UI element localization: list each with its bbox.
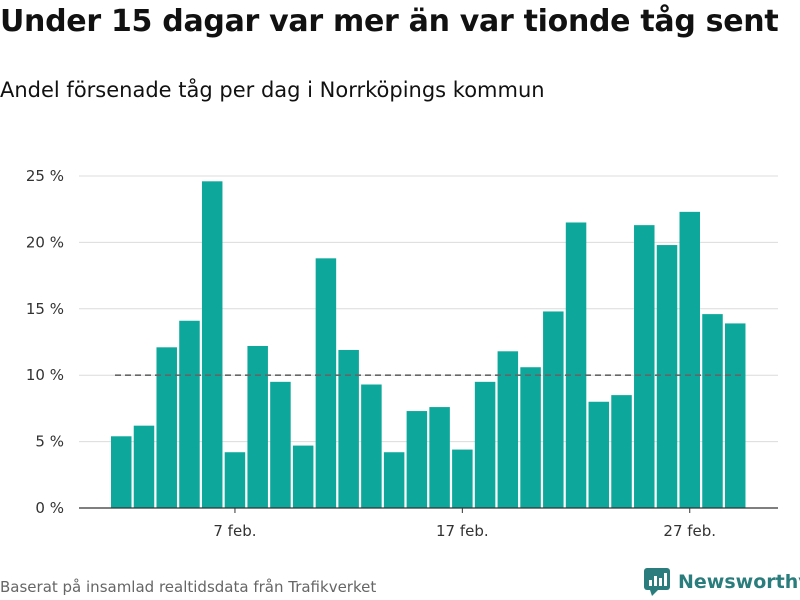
x-tick-label: 7 feb. (213, 522, 256, 540)
x-tick-label: 27 feb. (663, 522, 716, 540)
x-axis-ticks: 7 feb. 17 feb. 27 feb. (213, 508, 716, 540)
bar (634, 225, 655, 509)
bar (383, 452, 405, 508)
bar (474, 381, 496, 508)
bar (111, 436, 132, 508)
y-tick-label: 5 % (35, 433, 64, 451)
bar (588, 401, 610, 508)
bar (292, 445, 314, 508)
y-tick-label: 25 % (26, 167, 64, 185)
bar (497, 351, 519, 508)
bars (111, 181, 746, 509)
bar (429, 407, 450, 508)
bar (201, 181, 223, 508)
bar (702, 314, 723, 508)
bar (543, 311, 564, 508)
bar (156, 347, 177, 508)
bar (133, 425, 155, 508)
bar (520, 367, 541, 508)
bar (361, 384, 382, 508)
bar (565, 222, 587, 508)
bar (315, 258, 337, 508)
bar (270, 381, 291, 508)
bar (724, 323, 746, 508)
bar (224, 452, 246, 508)
y-axis-ticks: 0 % 5 % 10 % 15 % 20 % 25 % (26, 167, 64, 517)
brand: Newsworthy (644, 568, 800, 596)
chart-subtitle: Andel försenade tåg per dag i Norrköping… (0, 78, 545, 102)
chart-title: Under 15 dagar var mer än var tionde tåg… (0, 4, 779, 39)
y-tick-label: 15 % (26, 300, 64, 318)
y-tick-label: 20 % (26, 233, 64, 251)
bar (656, 245, 678, 508)
bar (338, 349, 359, 508)
brand-name: Newsworthy (678, 571, 800, 593)
y-tick-label: 10 % (26, 366, 64, 384)
x-tick-label: 17 feb. (436, 522, 489, 540)
bar (179, 320, 200, 508)
bar (679, 211, 700, 508)
bar-chart: 0 % 5 % 10 % 15 % 20 % 25 % 7 feb. 17 feb. 27 f… (26, 167, 778, 540)
bar (247, 345, 268, 508)
newsworthy-logo-icon (644, 568, 670, 596)
bar (611, 395, 632, 508)
source-note: Baserat på insamlad realtidsdata från Tr… (0, 578, 377, 596)
y-tick-label: 0 % (35, 499, 64, 517)
bar (452, 449, 473, 508)
bar (406, 411, 428, 508)
